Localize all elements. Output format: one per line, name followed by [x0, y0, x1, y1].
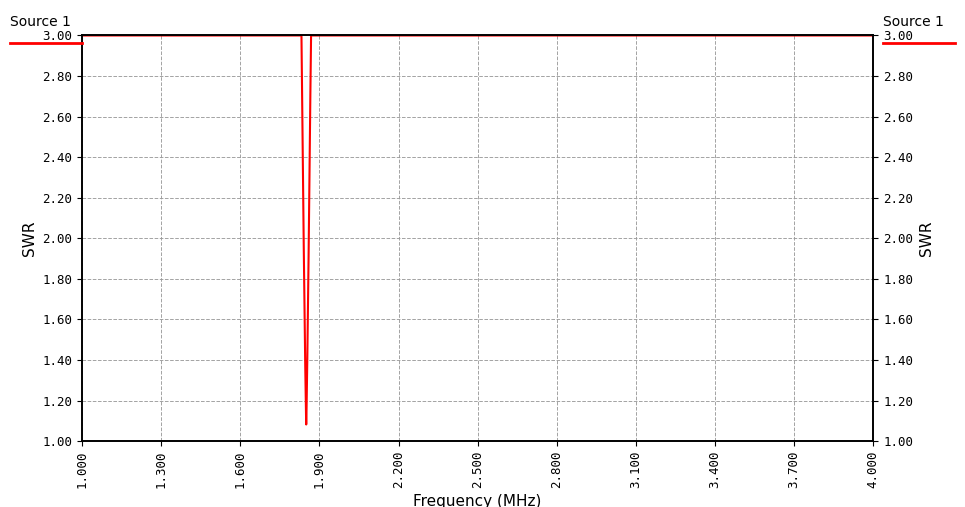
Y-axis label: SWR: SWR: [919, 221, 933, 256]
Text: Source 1: Source 1: [10, 15, 70, 29]
Text: Source 1: Source 1: [883, 15, 944, 29]
X-axis label: Frequency (MHz): Frequency (MHz): [413, 494, 542, 507]
Y-axis label: SWR: SWR: [22, 221, 37, 256]
